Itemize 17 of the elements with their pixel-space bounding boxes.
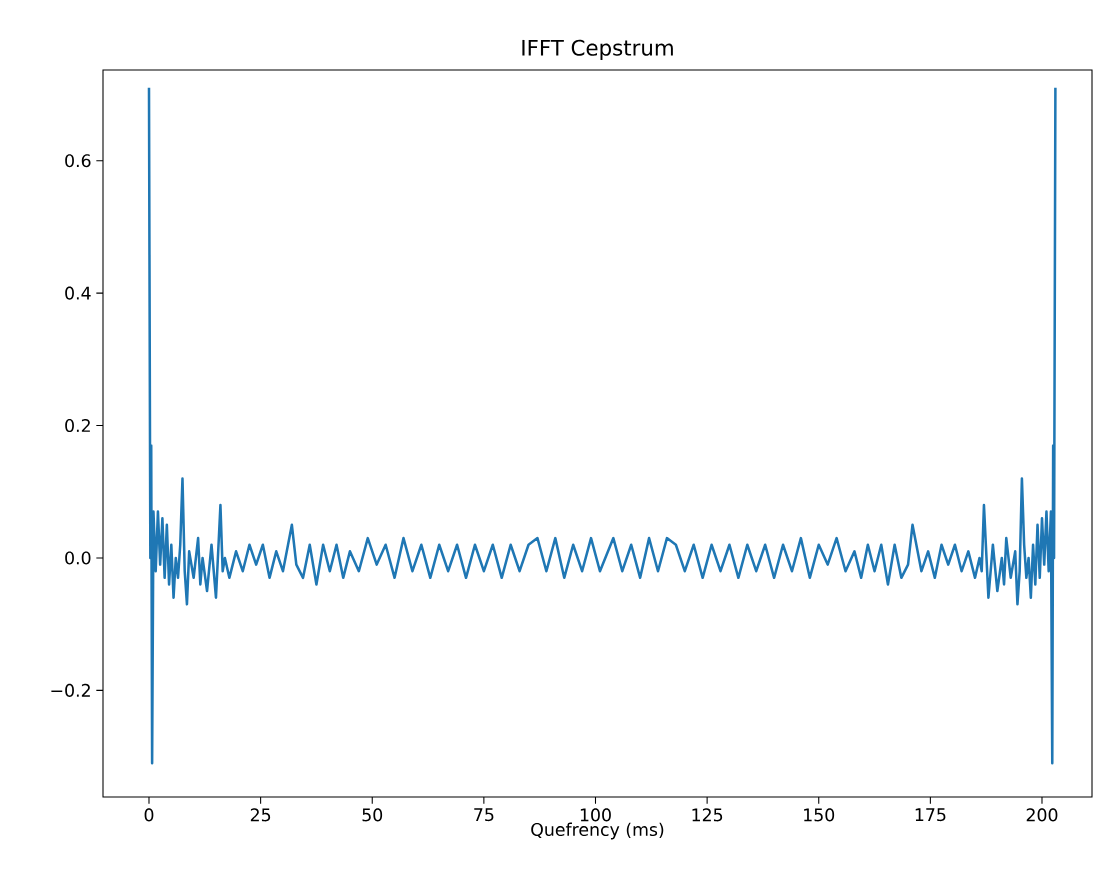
y-tick-label: 0.4	[65, 286, 91, 300]
x-tick-label: 0	[144, 808, 154, 822]
chart-title: IFFT Cepstrum	[522, 39, 673, 60]
x-tick-label: 75	[474, 808, 494, 822]
y-tick-label: 0.0	[65, 551, 91, 565]
x-tick-label: 25	[250, 808, 271, 822]
x-tick-label: 50	[362, 808, 383, 822]
x-tick-label: 100	[580, 808, 611, 822]
x-tick-label: 125	[692, 808, 723, 822]
y-tick-label: 0.6	[65, 154, 91, 168]
x-tick-label: 150	[804, 808, 835, 822]
x-tick-label: 200	[1026, 808, 1058, 822]
line-series	[147, 86, 1057, 765]
x-tick-label: 175	[915, 808, 946, 822]
x-axis-title: Quefrency (ms)	[531, 822, 664, 840]
y-tick-label: −0.2	[51, 683, 90, 697]
y-tick-label: 0.2	[65, 418, 90, 433]
